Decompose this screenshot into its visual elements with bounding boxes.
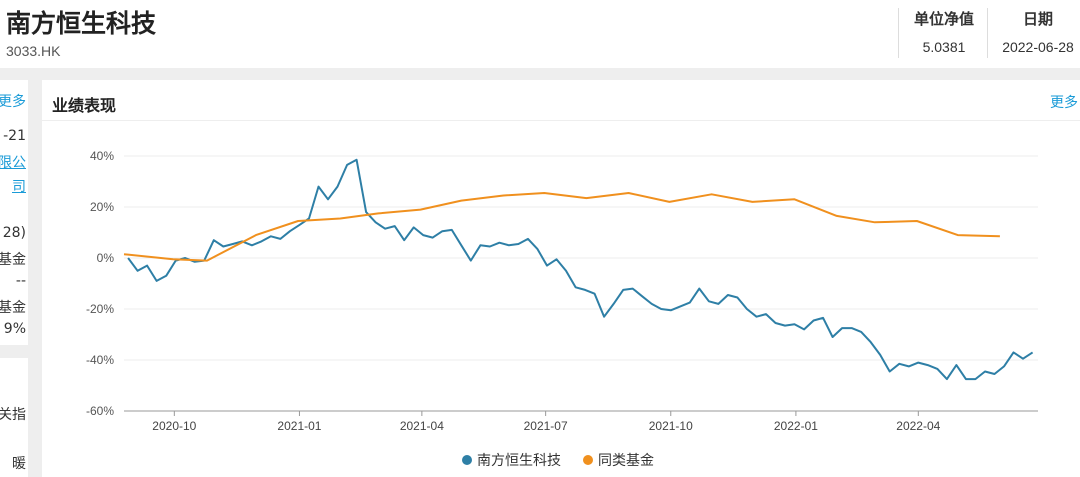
y-tick-label: 20%: [90, 200, 114, 214]
left-info-card-2: 关指 暖: [0, 358, 28, 477]
performance-chart: 40% 20% 0% -20% -40% -60% 2020-10 2021-01 2021-…: [86, 149, 1038, 469]
panel-more-link[interactable]: 更多: [1050, 95, 1078, 111]
y-tick-label: -20%: [86, 302, 114, 316]
left-text: 基金: [0, 300, 26, 316]
x-tick-label: 2022-01: [774, 419, 818, 433]
metric-date-value: 2022-06-28: [1002, 39, 1074, 55]
y-axis-ticks: 40% 20% 0% -20% -40% -60%: [86, 149, 114, 418]
metric-nav-value: 5.0381: [922, 39, 966, 55]
y-tick-label: 0%: [97, 251, 115, 265]
metric-date-label: 日期: [1022, 10, 1053, 28]
metric-date: 日期 2022-06-28: [992, 8, 1080, 55]
metric-nav-label: 单位净值: [913, 10, 974, 28]
legend-marker: [462, 455, 472, 465]
metric-nav: 单位净值 5.0381: [903, 8, 985, 55]
series-lines: [123, 158, 1034, 381]
left-text: 9%: [3, 321, 26, 337]
header-divider: [987, 8, 988, 58]
left-text: 关指: [0, 407, 26, 423]
x-tick-label: 2021-10: [649, 419, 693, 433]
performance-panel: 业绩表现 更多 40% 20% 0% -20% -40% -60% 2020-10 2021…: [42, 80, 1080, 477]
left-text: 28): [2, 225, 26, 241]
left-text: 暖: [12, 456, 26, 472]
fund-code: 3033.HK: [6, 43, 61, 59]
chart-legend: 南方恒生科技 同类基金: [462, 452, 654, 469]
left-more-link[interactable]: 更多: [0, 94, 26, 110]
left-info-card: 更多 -21 限公 司 28) 基金 -- 基金 9%: [0, 80, 28, 345]
x-tick-label: 2021-04: [400, 419, 444, 433]
x-tick-label: 2021-07: [524, 419, 568, 433]
y-tick-label: -60%: [86, 404, 114, 418]
y-tick-label: -40%: [86, 353, 114, 367]
series-line-1: [127, 158, 1034, 381]
panel-title: 业绩表现: [52, 96, 117, 115]
fund-name: 南方恒生科技: [6, 9, 157, 38]
legend-label: 同类基金: [598, 452, 654, 469]
x-tick-label: 2021-01: [277, 419, 321, 433]
x-axis-ticks: 2020-10 2021-01 2021-04 2021-07 2021-10 2022-…: [152, 411, 941, 433]
legend-marker: [583, 455, 593, 465]
panel-divider: [42, 120, 1080, 121]
left-text: -21: [3, 128, 26, 144]
y-tick-label: 40%: [90, 149, 114, 163]
left-company-link[interactable]: 限公: [0, 155, 26, 171]
header-divider: [898, 8, 899, 58]
legend-label: 南方恒生科技: [477, 453, 561, 469]
fund-header: 南方恒生科技 3033.HK 单位净值 5.0381 日期 2022-06-28: [0, 0, 1080, 68]
x-tick-label: 2020-10: [152, 419, 196, 433]
left-text: --: [15, 273, 26, 289]
series-line-2: [123, 192, 1000, 262]
chart-grid: [124, 155, 1038, 412]
left-text: 基金: [0, 252, 26, 268]
x-tick-label: 2022-04: [896, 419, 940, 433]
left-company-link[interactable]: 司: [12, 179, 26, 195]
